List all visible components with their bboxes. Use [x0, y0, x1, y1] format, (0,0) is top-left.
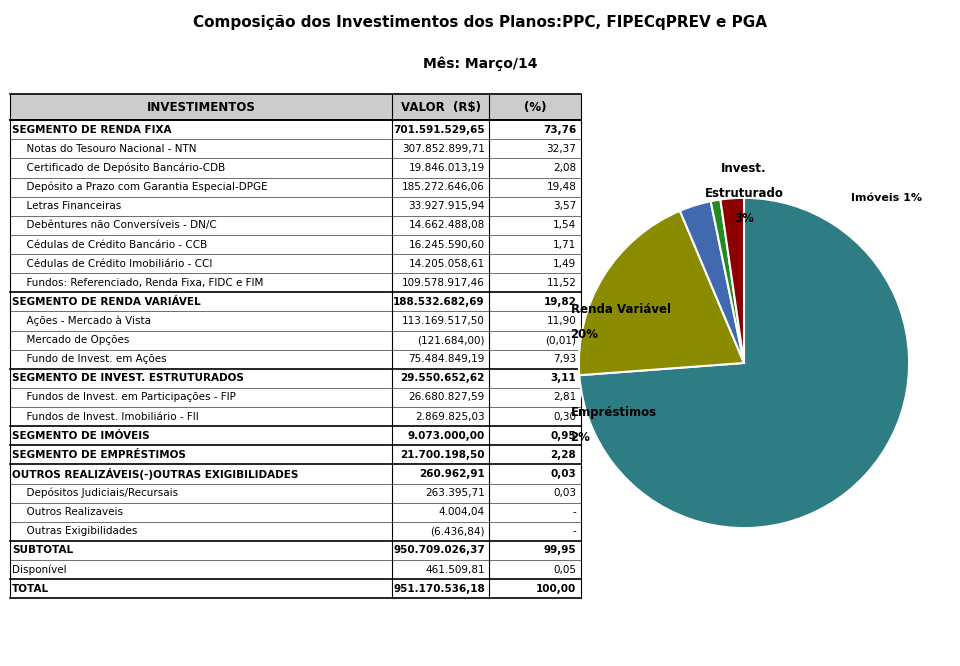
Text: Outras Exigibilidades: Outras Exigibilidades	[20, 526, 137, 536]
Text: VALOR  (R$): VALOR (R$)	[401, 101, 481, 114]
Text: 29.550.652,62: 29.550.652,62	[400, 374, 485, 384]
Text: Notas do Tesouro Nacional - NTN: Notas do Tesouro Nacional - NTN	[20, 144, 197, 154]
Text: SUBTOTAL: SUBTOTAL	[12, 545, 73, 555]
Text: Renda Fixa: Renda Fixa	[959, 356, 960, 370]
Text: SEGMENTO DE INVEST. ESTRUTURADOS: SEGMENTO DE INVEST. ESTRUTURADOS	[12, 374, 244, 384]
Text: 19,48: 19,48	[546, 182, 576, 192]
Text: 2,28: 2,28	[550, 450, 576, 460]
Text: 0,03: 0,03	[553, 488, 576, 498]
Text: 2.869.825,03: 2.869.825,03	[416, 412, 485, 422]
Text: Disponível: Disponível	[12, 564, 66, 575]
Text: Cédulas de Crédito Imobiliário - CCI: Cédulas de Crédito Imobiliário - CCI	[20, 258, 212, 268]
Text: Fundo de Invest. em Ações: Fundo de Invest. em Ações	[20, 354, 166, 364]
Wedge shape	[710, 200, 744, 363]
Text: (6.436,84): (6.436,84)	[430, 526, 485, 536]
Text: 461.509,81: 461.509,81	[425, 565, 485, 575]
Text: 113.169.517,50: 113.169.517,50	[402, 316, 485, 326]
Text: Fundos: Referenciado, Renda Fixa, FIDC e FIM: Fundos: Referenciado, Renda Fixa, FIDC e…	[20, 278, 263, 288]
Text: 2,81: 2,81	[553, 392, 576, 402]
Text: 16.245.590,60: 16.245.590,60	[409, 240, 485, 250]
Text: 109.578.917,46: 109.578.917,46	[402, 278, 485, 288]
Text: 19.846.013,19: 19.846.013,19	[409, 163, 485, 173]
Text: 3,11: 3,11	[550, 374, 576, 384]
Text: 3,57: 3,57	[553, 201, 576, 211]
Text: INVESTIMENTOS: INVESTIMENTOS	[147, 101, 255, 114]
Text: (121.684,00): (121.684,00)	[418, 335, 485, 345]
Text: 19,82: 19,82	[543, 297, 576, 307]
Wedge shape	[579, 211, 744, 375]
Text: SEGMENTO DE EMPRÉSTIMOS: SEGMENTO DE EMPRÉSTIMOS	[12, 450, 185, 460]
Text: 950.709.026,37: 950.709.026,37	[393, 545, 485, 555]
Text: 21.700.198,50: 21.700.198,50	[400, 450, 485, 460]
Text: Imóveis 1%: Imóveis 1%	[852, 193, 923, 203]
Text: 0,05: 0,05	[553, 565, 576, 575]
Text: OUTROS REALIZÁVEIS(-)OUTRAS EXIGIBILIDADES: OUTROS REALIZÁVEIS(-)OUTRAS EXIGIBILIDAD…	[12, 468, 299, 480]
Text: 1,71: 1,71	[553, 240, 576, 250]
Text: Estruturado: Estruturado	[705, 187, 783, 200]
Text: Fundos de Invest. em Participações - FIP: Fundos de Invest. em Participações - FIP	[20, 392, 236, 402]
Text: -: -	[572, 526, 576, 536]
Text: 73,76: 73,76	[543, 125, 576, 135]
Wedge shape	[720, 198, 744, 363]
Text: Certificado de Depósito Bancário-CDB: Certificado de Depósito Bancário-CDB	[20, 163, 226, 173]
Text: Invest.: Invest.	[721, 163, 767, 175]
Text: Letras Financeiras: Letras Financeiras	[20, 201, 121, 211]
Text: 99,95: 99,95	[543, 545, 576, 555]
Text: 100,00: 100,00	[536, 583, 576, 593]
Text: 11,90: 11,90	[546, 316, 576, 326]
Text: 0,95: 0,95	[551, 431, 576, 441]
Text: Mercado de Opções: Mercado de Opções	[20, 335, 130, 345]
Text: Mês: Março/14: Mês: Março/14	[422, 57, 538, 71]
Wedge shape	[579, 198, 909, 528]
Text: SEGMENTO DE RENDA VARIÁVEL: SEGMENTO DE RENDA VARIÁVEL	[12, 297, 201, 307]
Text: 951.170.536,18: 951.170.536,18	[393, 583, 485, 593]
Text: 7,93: 7,93	[553, 354, 576, 364]
Text: 307.852.899,71: 307.852.899,71	[402, 144, 485, 154]
Text: 3%: 3%	[734, 212, 754, 225]
Text: SEGMENTO DE IMÓVEIS: SEGMENTO DE IMÓVEIS	[12, 431, 150, 441]
Text: 4.004,04: 4.004,04	[439, 507, 485, 517]
Text: 263.395,71: 263.395,71	[425, 488, 485, 498]
Text: 185.272.646,06: 185.272.646,06	[402, 182, 485, 192]
Text: SEGMENTO DE RENDA FIXA: SEGMENTO DE RENDA FIXA	[12, 125, 172, 135]
Text: 14.205.058,61: 14.205.058,61	[409, 258, 485, 268]
Text: 20%: 20%	[570, 328, 599, 340]
Text: 74%: 74%	[959, 386, 960, 398]
Wedge shape	[680, 201, 744, 363]
Text: 188.532.682,69: 188.532.682,69	[394, 297, 485, 307]
Text: 1,54: 1,54	[553, 220, 576, 230]
Text: 701.591.529,65: 701.591.529,65	[394, 125, 485, 135]
Text: 260.962,91: 260.962,91	[420, 469, 485, 479]
Text: 32,37: 32,37	[546, 144, 576, 154]
Text: 2%: 2%	[570, 431, 590, 444]
Text: 26.680.827,59: 26.680.827,59	[409, 392, 485, 402]
Bar	[10, 95, 581, 121]
Text: 0,30: 0,30	[553, 412, 576, 422]
Text: 14.662.488,08: 14.662.488,08	[409, 220, 485, 230]
Text: (%): (%)	[524, 101, 546, 114]
Text: 33.927.915,94: 33.927.915,94	[408, 201, 485, 211]
Text: 1,49: 1,49	[553, 258, 576, 268]
Text: Empréstimos: Empréstimos	[570, 406, 657, 419]
Text: Cédulas de Crédito Bancário - CCB: Cédulas de Crédito Bancário - CCB	[20, 240, 207, 250]
Text: -: -	[572, 507, 576, 517]
Text: Renda Variável: Renda Variável	[570, 303, 671, 316]
Text: 9.073.000,00: 9.073.000,00	[408, 431, 485, 441]
Text: 0,03: 0,03	[550, 469, 576, 479]
Text: 75.484.849,19: 75.484.849,19	[408, 354, 485, 364]
Text: (0,01): (0,01)	[545, 335, 576, 345]
Text: 11,52: 11,52	[546, 278, 576, 288]
Text: Depósitos Judiciais/Recursais: Depósitos Judiciais/Recursais	[20, 488, 178, 498]
Text: Ações - Mercado à Vista: Ações - Mercado à Vista	[20, 316, 151, 326]
Text: Composição dos Investimentos dos Planos:PPC, FIPECqPREV e PGA: Composição dos Investimentos dos Planos:…	[193, 15, 767, 30]
Text: Outros Realizaveis: Outros Realizaveis	[20, 507, 123, 517]
Text: Debêntures não Conversíveis - DN/C: Debêntures não Conversíveis - DN/C	[20, 220, 217, 230]
Text: Fundos de Invest. Imobiliário - FII: Fundos de Invest. Imobiliário - FII	[20, 412, 199, 422]
Text: Depósito a Prazo com Garantia Especial-DPGE: Depósito a Prazo com Garantia Especial-D…	[20, 182, 268, 192]
Text: TOTAL: TOTAL	[12, 583, 49, 593]
Text: 2,08: 2,08	[553, 163, 576, 173]
